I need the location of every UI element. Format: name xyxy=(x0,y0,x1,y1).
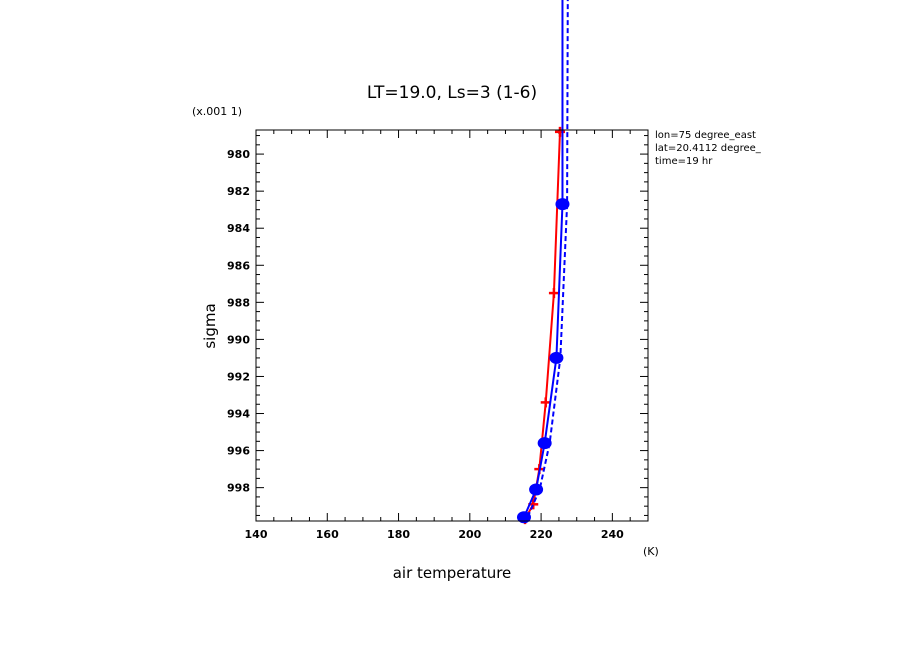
series-line-3 xyxy=(526,0,569,518)
series-line-1 xyxy=(524,131,561,520)
series-1-point xyxy=(548,288,559,299)
x-tick-label: 160 xyxy=(316,528,339,541)
x-tick-label: 140 xyxy=(245,528,268,541)
y-tick-label: 994 xyxy=(227,408,250,421)
y-tick-label: 988 xyxy=(227,296,250,309)
series-2-point xyxy=(516,511,531,524)
y-tick-label: 992 xyxy=(227,370,250,383)
x-tick-label: 220 xyxy=(530,528,553,541)
plot-frame xyxy=(255,129,649,522)
x-tick-label: 200 xyxy=(458,528,481,541)
info-lat: lat=20.4112 degree_ xyxy=(655,143,762,154)
y-tick-label: 982 xyxy=(227,185,250,198)
series-1-point xyxy=(540,397,551,408)
tick-labels: 140 160 180 200 220 240 980 982 984 986 988 990 992 9… xyxy=(227,148,624,541)
chart-title: LT=19.0, Ls=3 (1-6) xyxy=(367,83,537,103)
y-tick-label: 998 xyxy=(227,482,250,495)
x-tick-label: 240 xyxy=(601,528,624,541)
x-unit-label: (K) xyxy=(643,545,659,558)
y-tick-label: 986 xyxy=(227,259,250,272)
y-tick-label: 996 xyxy=(227,445,250,458)
y-tick-label: 984 xyxy=(227,222,250,235)
y-tick-label: 980 xyxy=(227,148,250,161)
info-time: time=19 hr xyxy=(655,156,713,167)
x-axis-label: air temperature xyxy=(393,564,512,582)
x-tick-label: 180 xyxy=(387,528,410,541)
y-tick-label: 990 xyxy=(227,333,250,346)
y-axis-label: sigma xyxy=(201,303,219,348)
info-lon: lon=75 degree_east xyxy=(655,130,756,141)
series-layer xyxy=(516,0,570,525)
series-1-point xyxy=(554,126,565,137)
y-unit-label: (x.001 1) xyxy=(192,105,242,118)
axis-ticks xyxy=(255,130,649,521)
